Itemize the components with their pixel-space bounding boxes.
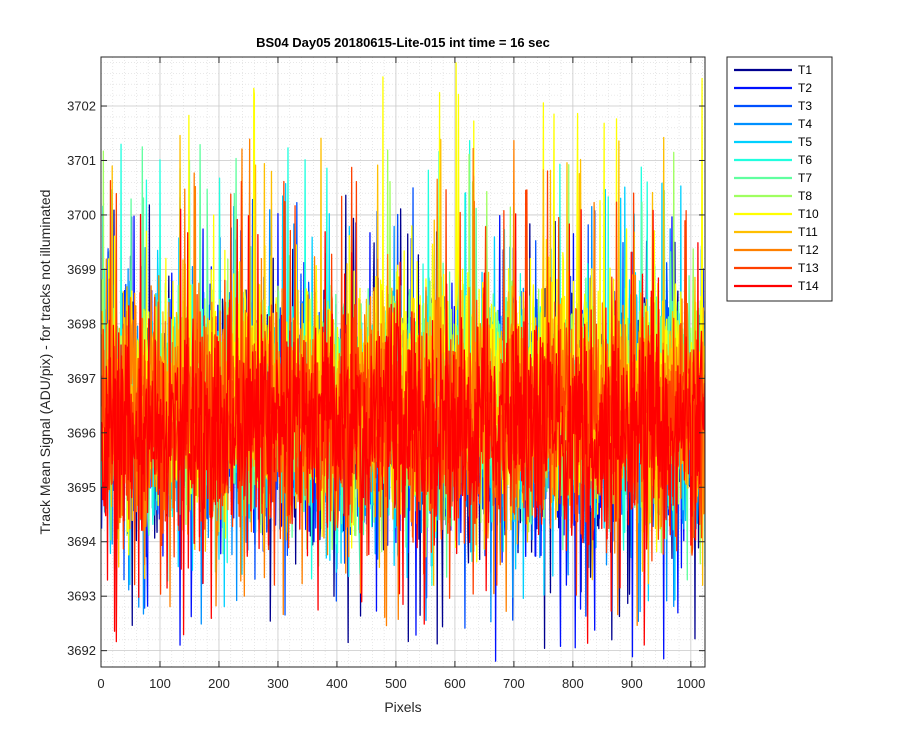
x-tick-label: 300 [267,676,289,691]
x-tick-label: 600 [444,676,466,691]
legend: T1 T2 T3 T4 T5 T6 T7 T8 T10 T11 T12 T13 T14 [726,56,833,302]
x-tick-label: 700 [503,676,525,691]
legend-label-t12: T12 [798,243,819,257]
legend-label-t6: T6 [798,153,812,167]
y-tick-label: 3700 [67,207,96,222]
series-line-t14 [101,208,705,646]
axes-box [100,56,706,668]
y-tick-label: 3701 [67,153,96,168]
y-tick-label: 3692 [67,643,96,658]
y-tick-label: 3693 [67,589,96,604]
y-tick-label: 3698 [67,316,96,331]
x-axis-label: Pixels [384,699,421,715]
y-tick-label: 3697 [67,371,96,386]
x-tick-label: 1000 [676,676,705,691]
y-tick-label: 3696 [67,425,96,440]
y-tick-label: 3702 [67,99,96,114]
x-tick-label: 500 [385,676,407,691]
legend-label-t14: T14 [798,279,819,293]
legend-label-t13: T13 [798,261,819,275]
x-tick-label: 200 [208,676,230,691]
x-tick-label: 100 [149,676,171,691]
x-tick-label: 0 [97,676,104,691]
legend-label-t11: T11 [798,225,818,239]
legend-label-t3: T3 [798,99,812,113]
legend-label-t4: T4 [798,117,812,131]
series-group [101,62,705,662]
x-tick-label: 900 [621,676,643,691]
legend-label-t8: T8 [798,189,812,203]
x-tick-label: 400 [326,676,348,691]
y-axis-label: Track Mean Signal (ADU/pix) - for tracks… [37,190,53,535]
y-tick-label: 3699 [67,262,96,277]
x-tick-label: 800 [562,676,584,691]
y-tick-label: 3695 [67,480,96,495]
legend-label-t5: T5 [798,135,812,149]
legend-label-t10: T10 [798,207,819,221]
chart-title: BS04 Day05 20180615-Lite-015 int time = … [256,35,550,50]
legend-label-t2: T2 [798,81,812,95]
y-tick-label: 3694 [67,534,96,549]
tick-group: 0 100 200 300 400 500 600 700 800 900 1000 3692 3693… [67,57,705,691]
legend-label-t1: T1 [798,63,812,77]
legend-label-t7: T7 [798,171,812,185]
